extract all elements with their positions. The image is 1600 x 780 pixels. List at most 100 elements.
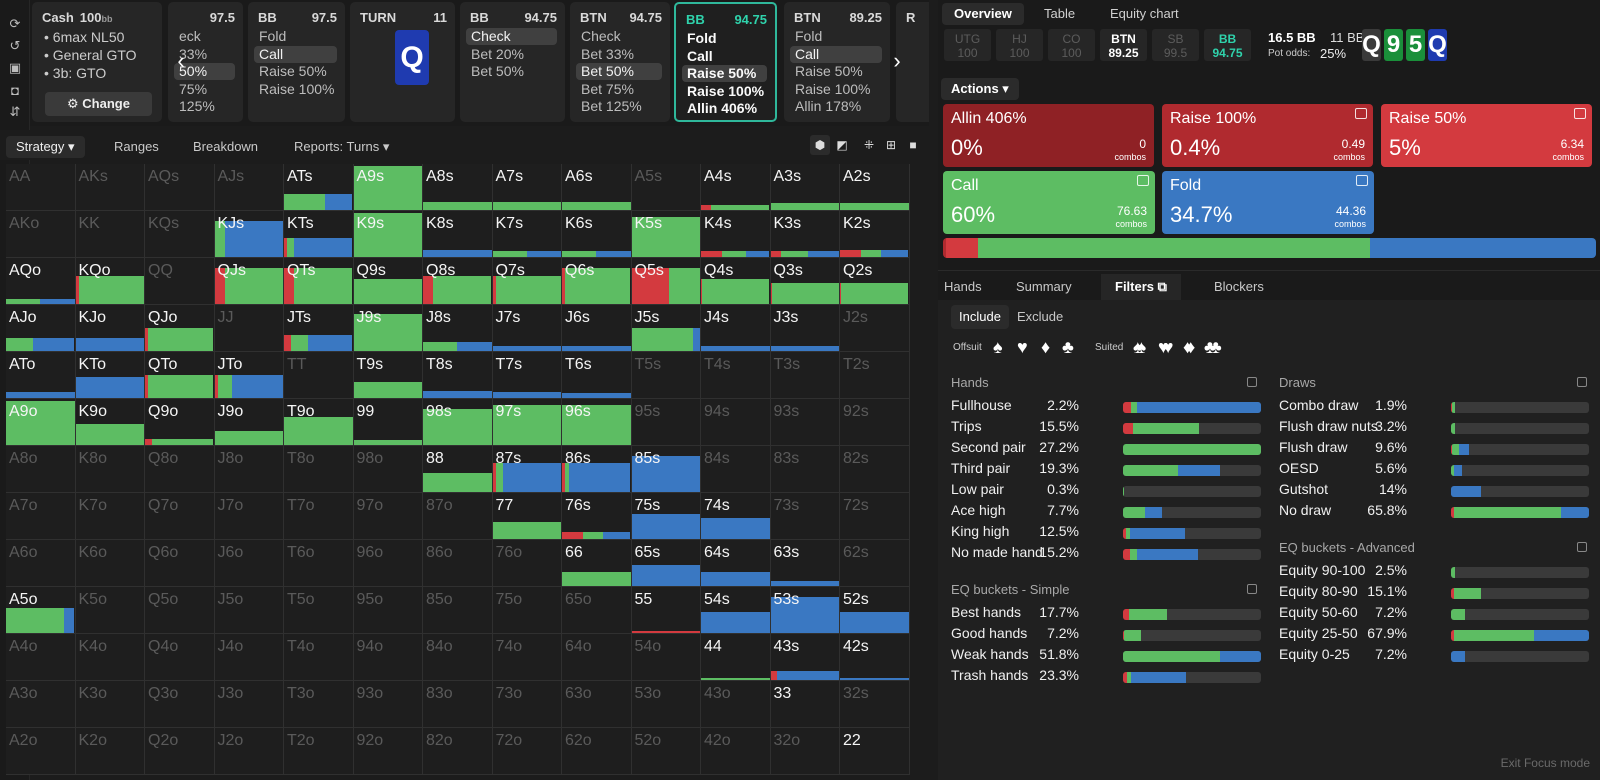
history-action[interactable]: 50% [174, 63, 235, 80]
hand-cell[interactable]: T4o [284, 634, 354, 681]
hand-cell[interactable]: 64o [562, 634, 632, 681]
hand-cell[interactable]: Q4o [145, 634, 215, 681]
history-card[interactable]: BTN 94.75 Check Bet 33% Bet 50% Bet 75% Bet 12… [570, 2, 670, 122]
history-card[interactable]: 97.5 eck 33% 50% 75% 125% [168, 2, 243, 122]
hand-cell[interactable]: K3s [770, 211, 840, 258]
hand-cell[interactable]: JJ [214, 305, 284, 352]
hand-cell[interactable]: K3o [75, 681, 145, 728]
hand-cell[interactable]: 32s [840, 681, 910, 728]
hand-cell[interactable]: T2o [284, 728, 354, 775]
hand-cell[interactable]: J8s [423, 305, 493, 352]
history-action[interactable]: Raise 100% [687, 82, 765, 99]
hand-cell[interactable]: QTs [284, 258, 354, 305]
hand-cell[interactable]: J3s [770, 305, 840, 352]
hand-cell[interactable]: J9o [214, 399, 284, 446]
hand-cell[interactable]: 52o [631, 728, 701, 775]
tab-equity-chart[interactable]: Equity chart [1110, 6, 1179, 21]
action-box[interactable]: Call 60% 76.63 combos [943, 171, 1155, 234]
hand-cell[interactable]: AJo [6, 305, 76, 352]
hand-cell[interactable]: TT [284, 352, 354, 399]
hand-cell[interactable]: T5o [284, 587, 354, 634]
hand-cell[interactable]: A9o [6, 399, 76, 446]
hand-cell[interactable]: A5s [631, 164, 701, 211]
hand-cell[interactable]: 77 [492, 493, 562, 540]
hand-cell[interactable]: 33 [770, 681, 840, 728]
history-action[interactable]: Bet 125% [581, 98, 642, 114]
tab-strategy[interactable]: Strategy ▾ [6, 136, 85, 158]
hand-cell[interactable]: K2s [840, 211, 910, 258]
filter-row[interactable]: Trips 15.5% [951, 417, 1261, 437]
hand-cell[interactable]: 96o [353, 540, 423, 587]
hand-cell[interactable]: A4s [701, 164, 771, 211]
hand-cell[interactable]: 52s [840, 587, 910, 634]
filter-row[interactable]: Flush draw nuts 3.2% [1279, 417, 1589, 437]
hand-cell[interactable]: K4o [75, 634, 145, 681]
history-action[interactable]: 33% [179, 45, 208, 62]
position-seat[interactable]: BTN 89.25 [1100, 29, 1147, 61]
hand-cell[interactable]: 76s [562, 493, 632, 540]
details-icon[interactable] [1574, 108, 1586, 119]
filter-row[interactable]: Fullhouse 2.2% [951, 396, 1261, 416]
history-action[interactable]: Raise 50% [259, 63, 327, 79]
filter-row[interactable]: Combo draw 1.9% [1279, 396, 1589, 416]
hand-cell[interactable]: K5o [75, 587, 145, 634]
hand-cell[interactable]: 94s [701, 399, 771, 446]
hand-cell[interactable]: KTo [75, 352, 145, 399]
hand-cell[interactable]: 87o [423, 493, 493, 540]
hand-cell[interactable]: 65o [562, 587, 632, 634]
position-seat[interactable]: HJ 100 [996, 29, 1043, 61]
cube-icon[interactable]: ⬢ [810, 135, 830, 155]
spade-icon[interactable]: ♠ [993, 337, 1003, 357]
actions-dropdown[interactable]: Actions ▾ [941, 78, 1019, 100]
tab-table[interactable]: Table [1044, 6, 1076, 21]
position-seat[interactable]: BB 94.75 [1204, 29, 1251, 61]
hand-cell[interactable]: 84s [701, 446, 771, 493]
exclude-toggle[interactable]: Exclude [1017, 309, 1064, 324]
hand-cell[interactable]: T4s [701, 352, 771, 399]
heart-icon[interactable]: ♥ [1017, 337, 1028, 357]
hand-cell[interactable]: A5o [6, 587, 76, 634]
hand-cell[interactable]: Q2o [145, 728, 215, 775]
history-card[interactable]: BB 94.75 Check Bet 20% Bet 50% [460, 2, 565, 122]
hand-cell[interactable]: 82s [840, 446, 910, 493]
position-seat[interactable]: CO 100 [1048, 29, 1095, 61]
history-action[interactable]: Call [790, 45, 882, 63]
hand-cell[interactable]: 44 [701, 634, 771, 681]
hand-cell[interactable]: 62s [840, 540, 910, 587]
history-action[interactable]: Raise 100% [259, 80, 335, 97]
filter-row[interactable]: Equity 90-100 2.5% [1279, 561, 1589, 581]
tab-ranges[interactable]: Ranges [114, 139, 159, 154]
hand-cell[interactable]: 92o [353, 728, 423, 775]
details-icon[interactable] [1137, 175, 1149, 186]
grid-icon[interactable]: ⊞ [885, 138, 897, 152]
hand-cell[interactable]: ATo [6, 352, 76, 399]
hand-cell[interactable]: Q9o [145, 399, 215, 446]
history-action[interactable]: eck [179, 28, 201, 44]
tab-blockers[interactable]: Blockers [1214, 279, 1264, 294]
hand-cell[interactable]: Q3s [770, 258, 840, 305]
filter-row[interactable]: Equity 50-60 7.2% [1279, 603, 1589, 623]
hand-cell[interactable]: ATs [284, 164, 354, 211]
hand-cell[interactable]: 93s [770, 399, 840, 446]
hand-cell[interactable]: 83o [423, 681, 493, 728]
hand-cell[interactable]: AA [6, 164, 76, 211]
history-action[interactable]: Raise 50% [795, 63, 863, 79]
hand-cell[interactable]: Q6o [145, 540, 215, 587]
history-action[interactable]: Bet 33% [581, 45, 634, 62]
hand-cell[interactable]: Q7o [145, 493, 215, 540]
hand-cell[interactable]: 86s [562, 446, 632, 493]
details-icon[interactable] [1355, 108, 1367, 119]
gamepad-icon[interactable]: ◘ [11, 82, 19, 98]
hands-section-toggle-icon[interactable] [1247, 377, 1257, 387]
tab-filters[interactable]: Filters ⧉ [1101, 274, 1181, 300]
hand-cell[interactable]: A8o [6, 446, 76, 493]
save-icon[interactable]: ▣ [8, 60, 22, 75]
history-action[interactable]: Fold [687, 30, 717, 46]
hand-cell[interactable]: A3o [6, 681, 76, 728]
hand-cell[interactable]: 43s [770, 634, 840, 681]
hand-cell[interactable]: 62o [562, 728, 632, 775]
hand-cell[interactable]: T3o [284, 681, 354, 728]
filter-row[interactable]: Flush draw 9.6% [1279, 438, 1589, 458]
hand-cell[interactable]: 55 [631, 587, 701, 634]
history-action[interactable]: 75% [179, 80, 208, 97]
